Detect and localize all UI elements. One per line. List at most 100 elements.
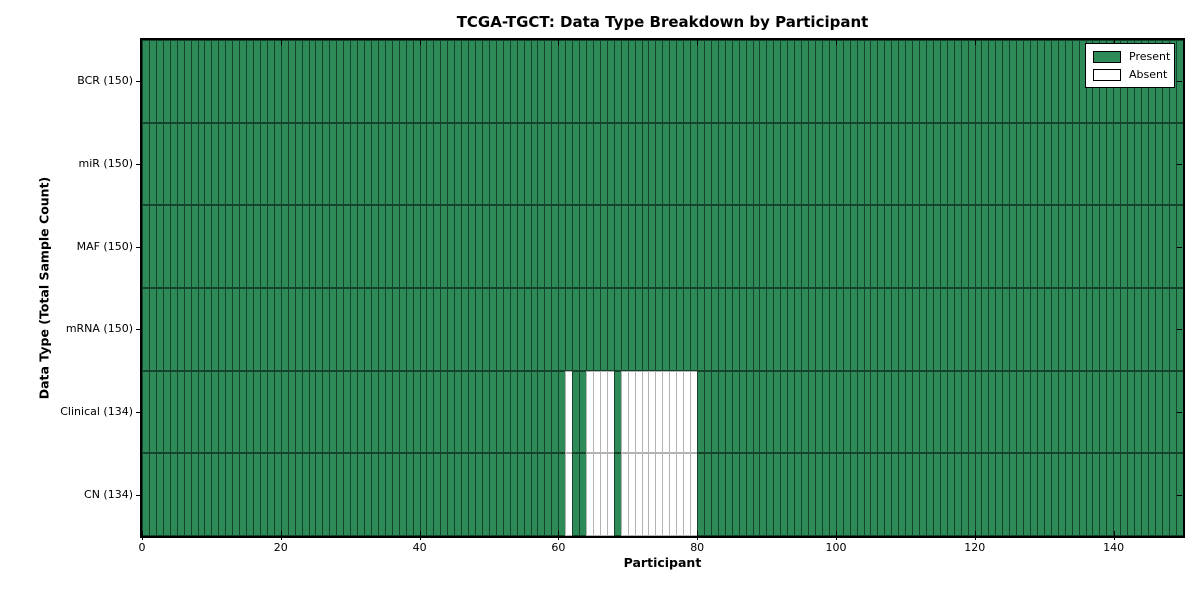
cell (925, 122, 933, 206)
cell (176, 453, 184, 537)
cell (787, 453, 795, 537)
cell (537, 370, 545, 454)
cell (322, 122, 330, 206)
cell (648, 370, 656, 454)
cell (433, 453, 441, 537)
cell (308, 370, 316, 454)
cell (738, 453, 746, 537)
cell (405, 288, 413, 371)
cell (738, 370, 746, 454)
cell (502, 453, 510, 537)
cell (336, 370, 344, 454)
cell (204, 205, 212, 289)
cell (246, 122, 253, 206)
cell (995, 370, 1003, 454)
cell (662, 122, 670, 206)
cell (537, 453, 545, 537)
cell (350, 370, 358, 454)
cell (253, 205, 260, 289)
legend-present-label: Present (1129, 50, 1171, 63)
cell (731, 288, 739, 371)
cell (475, 288, 482, 371)
cell (801, 205, 808, 289)
cell (287, 288, 295, 371)
cell (509, 205, 517, 289)
cell (1078, 453, 1086, 537)
cell (648, 205, 656, 289)
cell (1043, 40, 1051, 123)
cell (350, 122, 358, 206)
cell (308, 122, 316, 206)
cell (1154, 288, 1162, 371)
cell (523, 288, 531, 371)
cell (870, 40, 878, 123)
cell (1078, 370, 1086, 454)
cell (1050, 122, 1058, 206)
cell (801, 288, 808, 371)
row-cn (142, 453, 1183, 537)
cell (447, 370, 455, 454)
cell (1023, 370, 1030, 454)
cell (287, 453, 295, 537)
cell (370, 370, 378, 454)
cell (773, 288, 781, 371)
cell (287, 122, 295, 206)
cell (232, 40, 240, 123)
cell (1057, 370, 1065, 454)
cell (329, 40, 337, 123)
cell (884, 453, 892, 537)
cell (932, 370, 940, 454)
cell (148, 205, 156, 289)
cell (1071, 205, 1079, 289)
cell (322, 453, 330, 537)
cell (974, 288, 982, 371)
cell (932, 122, 940, 206)
cell (509, 370, 517, 454)
cell (898, 122, 906, 206)
cell (634, 122, 642, 206)
cell (523, 40, 531, 123)
cell (142, 205, 149, 289)
cell (912, 205, 919, 289)
x-tick-label: 20 (273, 541, 288, 554)
x-tick (419, 40, 421, 45)
cell (426, 122, 434, 206)
cell (627, 205, 635, 289)
cell (204, 370, 212, 454)
cell (655, 453, 663, 537)
cell (273, 40, 281, 123)
cell (405, 205, 413, 289)
cell (246, 205, 253, 289)
cell (1161, 205, 1169, 289)
cell (412, 288, 420, 371)
cell (1113, 453, 1121, 537)
cell (190, 40, 198, 123)
cell (398, 122, 406, 206)
cell (183, 288, 191, 371)
cell (641, 122, 649, 206)
cell (565, 288, 573, 371)
cell (967, 122, 975, 206)
cell (294, 288, 302, 371)
cell (544, 370, 552, 454)
cell (697, 205, 704, 289)
cell (294, 40, 302, 123)
cell (1127, 288, 1135, 371)
cell (169, 288, 177, 371)
cell (1078, 205, 1086, 289)
cell (905, 288, 913, 371)
cell (953, 40, 961, 123)
cell (301, 288, 309, 371)
cell (377, 288, 385, 371)
cell (717, 370, 725, 454)
cell (606, 370, 614, 454)
cell (391, 205, 399, 289)
cell (794, 122, 802, 206)
cell (669, 453, 677, 537)
cell (461, 288, 469, 371)
cell (1036, 453, 1044, 537)
cell (627, 453, 635, 537)
cell (169, 205, 177, 289)
cell (329, 370, 337, 454)
cell (142, 122, 149, 206)
